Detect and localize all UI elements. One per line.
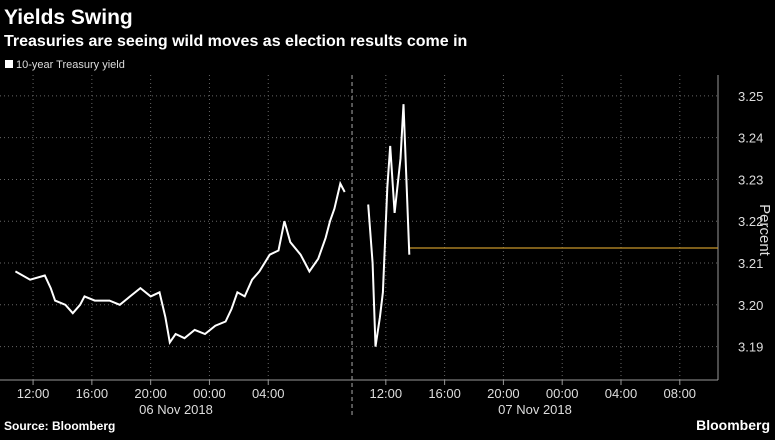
chart-title: Yields Swing: [4, 6, 133, 29]
x-tick-label: 00:00: [193, 386, 226, 401]
brand: Bloomberg: [696, 417, 770, 433]
date-label: 06 Nov 2018: [139, 402, 213, 417]
y-tick-label: 3.21: [738, 256, 763, 271]
x-tick-label: 04:00: [605, 386, 638, 401]
x-tick-label: 12:00: [370, 386, 403, 401]
y-axis-label: Percent: [756, 204, 773, 257]
y-tick-label: 3.24: [738, 131, 763, 146]
y-tick-label: 3.25: [738, 89, 763, 104]
x-tick-label: 20:00: [487, 386, 520, 401]
x-tick-label: 04:00: [252, 386, 285, 401]
x-tick-label: 00:00: [546, 386, 579, 401]
source: Source: Bloomberg: [4, 419, 115, 433]
x-tick-label: 08:00: [664, 386, 697, 401]
date-label: 07 Nov 2018: [498, 402, 572, 417]
line: [14, 104, 411, 347]
y-tick-label: 3.20: [738, 298, 763, 313]
chart-subtitle: Treasuries are seeing wild moves as elec…: [4, 33, 467, 50]
y-tick-label: 3.19: [738, 340, 763, 355]
x-tick-label: 16:00: [76, 386, 109, 401]
x-tick-label: 20:00: [134, 386, 167, 401]
y-tick-label: 3.23: [738, 172, 763, 187]
x-tick-label: 16:00: [428, 386, 461, 401]
x-tick-label: 12:00: [17, 386, 50, 401]
legend-label: 10-year Treasury yield: [16, 59, 125, 71]
y-tick-label: 3.22: [738, 214, 763, 229]
legend-swatch: [5, 60, 13, 68]
